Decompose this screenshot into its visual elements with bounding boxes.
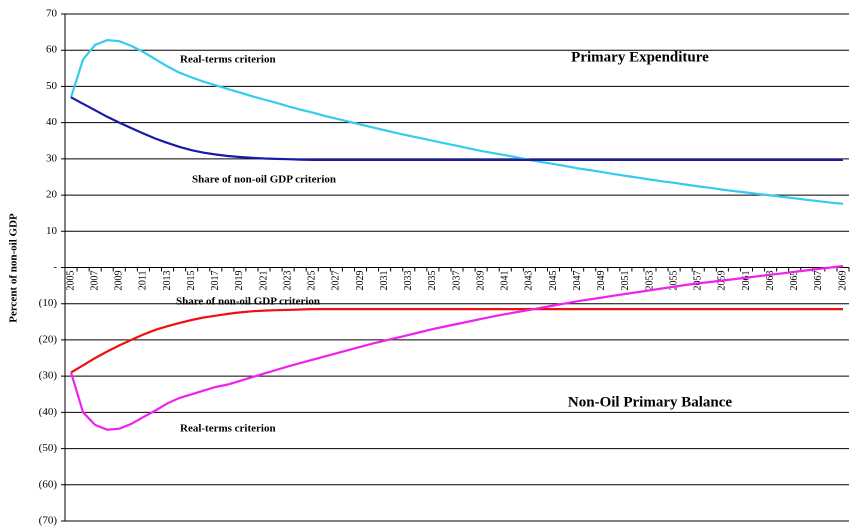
x-tick-label: 2037 <box>451 271 462 291</box>
x-tick-label: 2043 <box>524 271 535 291</box>
x-tick-label: 2005 <box>65 271 76 291</box>
x-tick-label: 2017 <box>210 271 221 291</box>
y-tick-label: (10) <box>39 297 58 309</box>
x-tick-label: 2027 <box>331 271 342 291</box>
series-label: Real-terms criterion <box>180 54 276 66</box>
x-tick-label: 2061 <box>741 271 752 291</box>
x-tick-label: 2051 <box>620 271 631 291</box>
x-tick-label: 2013 <box>162 271 173 291</box>
x-tick-label: 2039 <box>475 271 486 291</box>
y-tick-label: (70) <box>39 515 58 527</box>
x-tick-label: 2053 <box>644 271 655 291</box>
x-tick-label: 2029 <box>355 271 366 291</box>
y-tick-label: (30) <box>39 370 58 382</box>
x-tick-label: 2019 <box>234 271 245 291</box>
y-tick-label: (20) <box>39 333 58 345</box>
y-tick-label: 30 <box>46 152 58 164</box>
x-tick-label: 2041 <box>500 271 511 291</box>
series-label: Real-terms criterion <box>180 423 276 435</box>
x-tick-label: 2033 <box>403 271 414 291</box>
x-tick-label: 2011 <box>138 271 149 291</box>
x-tick-label: 2007 <box>89 271 100 291</box>
x-tick-label: 2047 <box>572 271 583 291</box>
series-line <box>70 308 843 374</box>
x-tick-label: 2023 <box>282 271 293 291</box>
series-line <box>69 38 844 205</box>
series-line <box>69 265 844 431</box>
x-tick-label: 2025 <box>307 271 318 291</box>
x-tick-label: 2057 <box>693 271 704 291</box>
y-tick-label: (50) <box>39 442 58 454</box>
y-tick-label: 40 <box>46 116 58 128</box>
x-tick-label: 2049 <box>596 271 607 291</box>
x-tick-label: 2021 <box>258 271 269 291</box>
y-axis-label: Percent of non-oil GDP <box>8 213 20 323</box>
series-label: Share of non-oil GDP criterion <box>176 296 320 308</box>
series-line <box>70 96 843 161</box>
y-tick-label: (60) <box>39 478 58 490</box>
x-tick-label: 2031 <box>379 271 390 291</box>
x-tick-label: 2055 <box>668 271 679 291</box>
y-tick-label: 10 <box>46 225 58 237</box>
y-tick-label: 50 <box>46 80 58 92</box>
x-tick-label: 2045 <box>548 271 559 291</box>
y-tick-label: - <box>53 261 57 273</box>
x-tick-label: 2015 <box>186 271 197 291</box>
y-tick-label: 20 <box>46 189 58 201</box>
series-label: Share of non-oil GDP criterion <box>192 174 336 186</box>
x-tick-label: 2065 <box>789 271 800 291</box>
x-tick-label: 2067 <box>813 271 824 291</box>
y-tick-label: 70 <box>46 8 58 20</box>
x-tick-label: 2069 <box>837 271 848 291</box>
y-tick-label: (40) <box>39 406 58 418</box>
x-tick-label: 2063 <box>765 271 776 291</box>
y-tick-label: 60 <box>46 44 58 56</box>
annotation: Non-Oil Primary Balance <box>568 394 732 410</box>
x-tick-label: 2035 <box>427 271 438 291</box>
annotation: Primary Expenditure <box>571 49 709 65</box>
x-tick-label: 2009 <box>114 271 125 291</box>
